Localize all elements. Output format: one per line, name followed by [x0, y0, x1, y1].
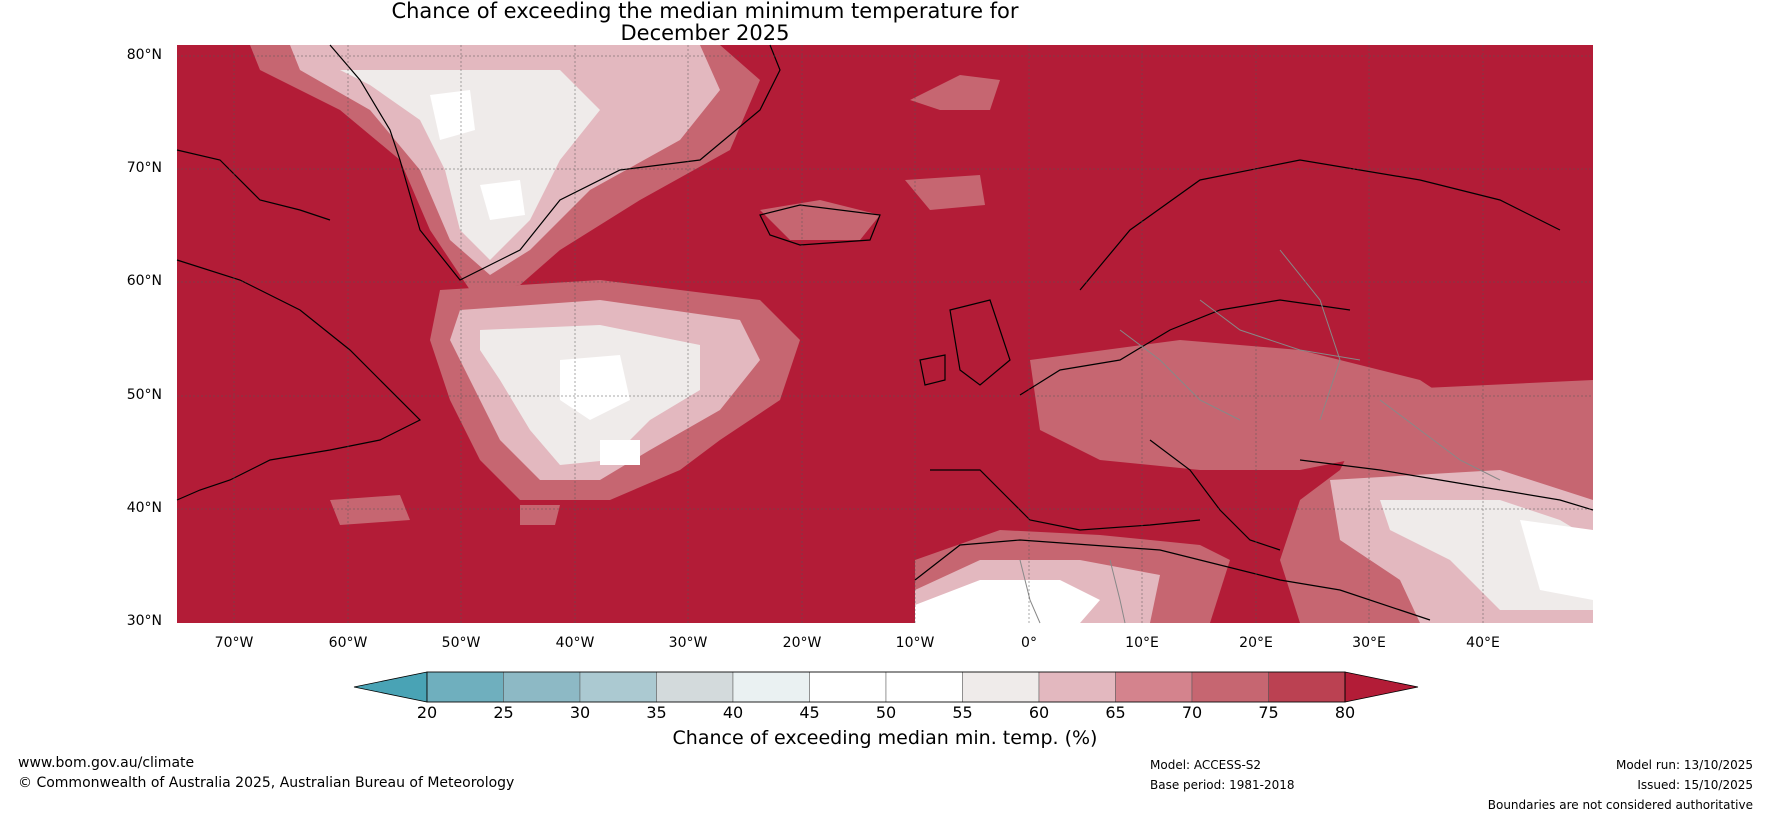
norwegian-sea-patch [905, 175, 985, 210]
lon-label-50w: 50°W [441, 635, 481, 651]
greenland-probability-contours [250, 45, 760, 290]
colorbar-segment [1268, 671, 1346, 703]
colorbar-segment [1038, 671, 1116, 703]
colorbar-tick-label: 20 [416, 703, 438, 722]
colorbar-tick-label: 60 [1028, 703, 1050, 722]
lon-label-10e: 10°E [1125, 635, 1159, 651]
colorbar-segment [885, 671, 963, 703]
map-title-line2: December 2025 [620, 21, 790, 45]
mid-atlantic-patch [330, 495, 410, 525]
colorbar-tick-label: 75 [1258, 703, 1279, 722]
footer-disclaimer: Boundaries are not considered authoritat… [1487, 798, 1753, 812]
lat-label-70n: 70°N [126, 160, 162, 176]
colorbar-tick-label: 25 [493, 703, 514, 722]
europe-probability-contours [1030, 340, 1593, 623]
lat-label-80n: 80°N [126, 47, 162, 63]
map-title-line1: Chance of exceeding the median minimum t… [391, 0, 1019, 23]
colorbar-outline [426, 671, 1346, 703]
lon-label-40w: 40°W [555, 635, 595, 651]
lat-label-30n: 30°N [126, 613, 162, 629]
footer-base-period: Base period: 1981-2018 [1150, 778, 1295, 792]
colorbar-segment [656, 671, 734, 703]
colorbar-tick-label: 65 [1105, 703, 1126, 722]
colorbar-tick-label: 30 [569, 703, 591, 722]
footer-model: Model: ACCESS-S2 [1150, 758, 1262, 772]
lat-label-40n: 40°N [126, 500, 162, 516]
colorbar-tick-label: 45 [799, 703, 820, 722]
colorbar-segment [503, 671, 581, 703]
azores-patch [520, 505, 560, 525]
lon-label-30e: 30°E [1352, 635, 1386, 651]
colorbar-tick-label: 80 [1334, 703, 1356, 722]
north-africa-probability-contours [915, 530, 1230, 623]
colorbar-tick-label: 70 [1181, 703, 1203, 722]
colorbar-tick-label: 50 [875, 703, 897, 722]
colorbar-tick-label: 40 [722, 703, 744, 722]
colorbar-segment [962, 671, 1040, 703]
colorbar [353, 671, 1419, 703]
lat-label-50n: 50°N [126, 387, 162, 403]
lon-label-20e: 20°E [1239, 635, 1273, 651]
colorbar-extend-low [353, 671, 428, 703]
atlantic-probability-contours [430, 280, 800, 500]
lon-label-0: 0° [1021, 635, 1037, 651]
colorbar-segment [1191, 671, 1269, 703]
iceland-patch [760, 200, 880, 240]
colorbar-extend-high [1344, 671, 1419, 703]
colorbar-segment [809, 671, 887, 703]
colorbar-segment [426, 671, 504, 703]
footer-issued: Issued: 15/10/2025 [1637, 778, 1753, 792]
colorbar-segment [579, 671, 657, 703]
footer-url: www.bom.gov.au/climate [18, 755, 195, 771]
coastlines [176, 44, 1594, 621]
graticule [177, 45, 1593, 623]
svalbard-patch [910, 75, 1000, 110]
lon-label-40e: 40°E [1466, 635, 1500, 651]
footer-copyright: © Commonwealth of Australia 2025, Austra… [18, 775, 515, 791]
lon-label-60w: 60°W [328, 635, 368, 651]
colorbar-tick-label: 55 [952, 703, 973, 722]
colorbar-tick-label: 35 [646, 703, 667, 722]
lon-label-30w: 30°W [668, 635, 708, 651]
colorbar-segment [732, 671, 810, 703]
footer-model-run: Model run: 13/10/2025 [1615, 758, 1753, 772]
lon-label-20w: 20°W [782, 635, 822, 651]
country-borders [1019, 249, 1501, 624]
colorbar-segment [1115, 671, 1193, 703]
lon-label-70w: 70°W [214, 635, 254, 651]
lat-label-60n: 60°N [126, 273, 162, 289]
lon-label-10w: 10°W [895, 635, 935, 651]
colorbar-title: Chance of exceeding median min. temp. (%… [672, 727, 1098, 749]
